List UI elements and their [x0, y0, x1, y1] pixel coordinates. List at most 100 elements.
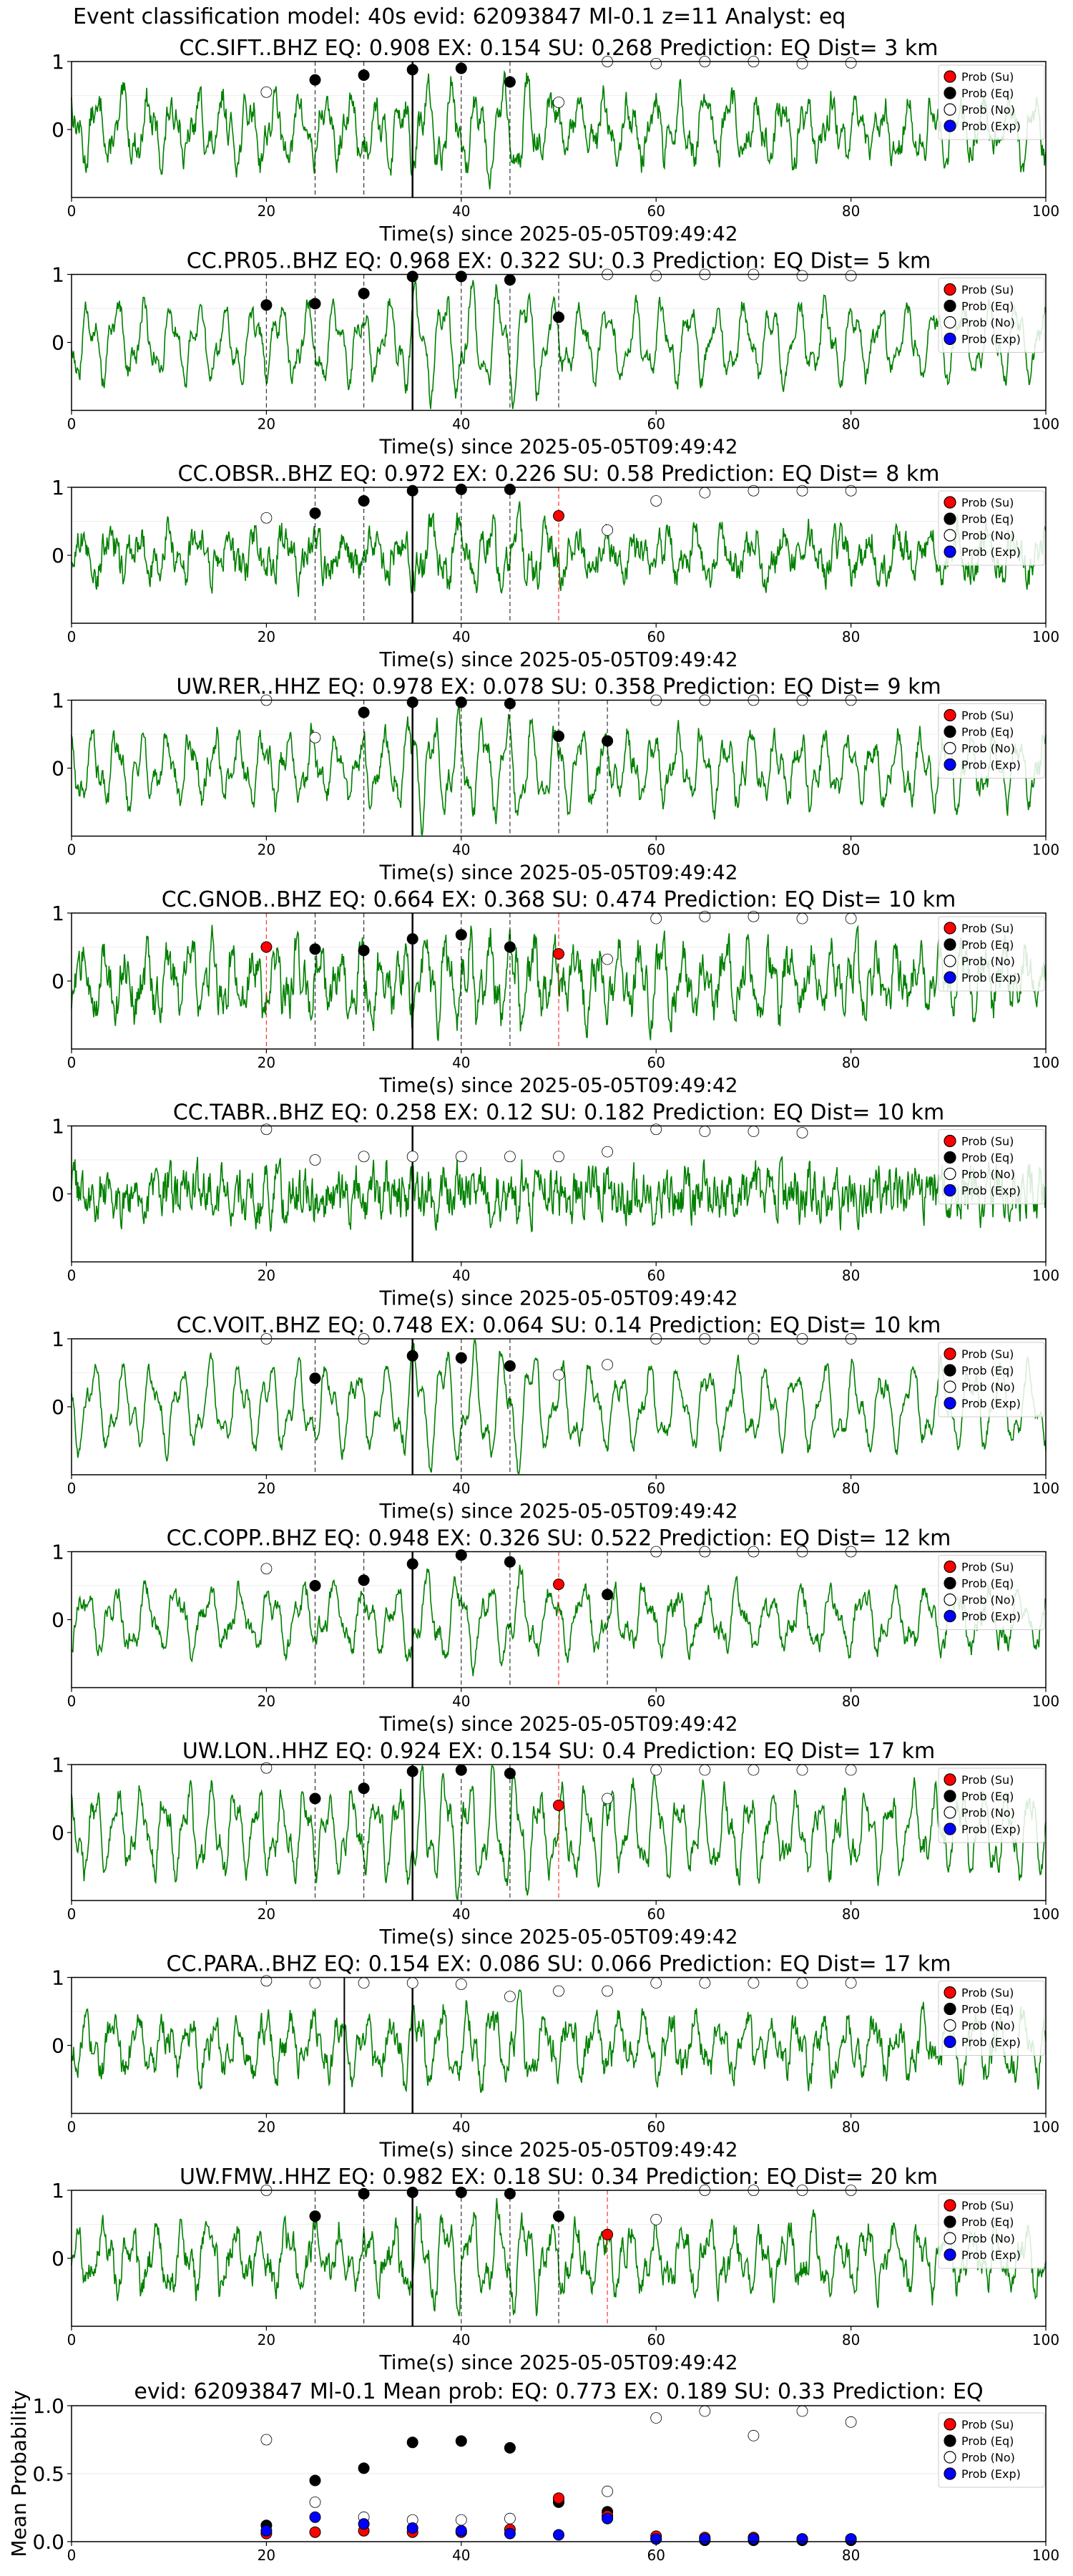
prob-marker-no: [699, 910, 711, 922]
x-tick-label: 60: [647, 1693, 665, 1710]
legend-label: Prob (Eq): [961, 1577, 1014, 1591]
legend-label: Prob (Exp): [961, 545, 1021, 559]
subplot-title: UW.FMW..HHZ EQ: 0.982 EX: 0.18 SU: 0.34 …: [180, 2165, 938, 2190]
legend-marker-no: [944, 316, 956, 329]
y-tick-label: 0.0: [32, 2530, 64, 2554]
y-tick-label: 1: [52, 689, 64, 713]
prob-marker-eq: [553, 2210, 564, 2223]
prob-marker-eq: [504, 698, 516, 710]
prob-marker-no: [406, 1151, 418, 1163]
prob-marker-no: [650, 57, 662, 69]
legend-marker-no: [944, 2232, 956, 2245]
waveform-trace: [71, 280, 1047, 409]
prob-marker-no: [650, 2213, 662, 2225]
subplot-title: UW.LON..HHZ EQ: 0.924 EX: 0.154 SU: 0.4 …: [182, 1739, 935, 1764]
prob-marker-eq: [309, 1372, 321, 1385]
legend-label: Prob (Exp): [961, 119, 1021, 133]
subplot-title: CC.SIFT..BHZ EQ: 0.908 EX: 0.154 SU: 0.2…: [180, 36, 939, 61]
x-axis-label: Time(s) since 2025-05-05T09:49:42: [378, 435, 738, 459]
axes-frame: [71, 1338, 1047, 1475]
mean-prob-point-exp: [358, 2518, 370, 2530]
prob-marker-eq: [358, 288, 370, 300]
legend-frame: [938, 916, 1045, 992]
y-tick-label: 1: [52, 50, 64, 74]
legend-marker-eq: [944, 2215, 956, 2228]
x-tick-label: 80: [842, 628, 860, 645]
prob-marker-eq: [455, 2186, 467, 2198]
x-tick-label: 20: [258, 1693, 275, 1710]
y-axis-label: Mean Probability: [7, 2390, 31, 2557]
legend-label: Prob (Su): [961, 2199, 1014, 2212]
x-tick-label: 0: [67, 203, 77, 220]
waveform-trace: [71, 1764, 1047, 1900]
legend-marker-exp: [944, 1397, 956, 1410]
prob-marker-no: [650, 1764, 662, 1776]
y-tick-label: 0.5: [32, 2462, 64, 2486]
x-tick-label: 20: [258, 203, 275, 220]
x-tick-label: 100: [1032, 2119, 1059, 2136]
legend-marker-su: [944, 283, 956, 296]
x-tick-label: 40: [452, 841, 470, 859]
prob-marker-eq: [406, 1350, 418, 1362]
legend-marker-exp: [944, 971, 956, 984]
y-tick-label: 1: [52, 1115, 64, 1138]
x-tick-label: 40: [452, 2119, 470, 2136]
prob-marker-no: [748, 1764, 760, 1776]
legend-label: Prob (Su): [961, 1773, 1014, 1787]
legend-marker-exp: [944, 119, 956, 132]
legend-frame: [938, 64, 1045, 140]
x-tick-label: 40: [452, 1054, 470, 1071]
mean-prob-point-exp: [455, 2524, 467, 2537]
x-axis-label: Time(s) since 2025-05-05T09:49:42: [378, 2138, 738, 2162]
mean-prob-point-no: [455, 2514, 467, 2526]
legend-label: Prob (Su): [961, 1135, 1014, 1148]
prob-marker-eq: [406, 933, 418, 945]
prob-marker-eq: [358, 495, 370, 507]
prob-marker-su: [553, 948, 564, 960]
legend-marker-su: [944, 496, 956, 509]
prob-marker-no: [796, 484, 808, 497]
legend-marker-su: [944, 1773, 956, 1786]
prob-marker-no: [455, 1151, 467, 1163]
subplot-title: CC.PR05..BHZ EQ: 0.968 EX: 0.322 SU: 0.3…: [187, 249, 931, 274]
prob-marker-no: [358, 1151, 370, 1163]
legend-marker-eq: [944, 512, 956, 525]
x-tick-label: 20: [258, 1906, 275, 1923]
prob-marker-eq: [455, 483, 467, 495]
prob-marker-no: [602, 1146, 613, 1158]
prob-marker-su: [553, 1579, 564, 1591]
prob-marker-eq: [455, 270, 467, 283]
x-axis-label: Time(s) since 2025-05-05T09:49:42: [378, 648, 738, 671]
x-tick-label: 40: [452, 2331, 470, 2348]
x-axis-label: Time(s) since 2025-05-05T09:49:42: [378, 1499, 738, 1523]
mean-prob-point-no: [748, 2429, 760, 2441]
y-tick-label: 0: [52, 1821, 64, 1845]
mean-prob-point-eq: [406, 2436, 418, 2449]
subplot-9: UW.LON..HHZ EQ: 0.924 EX: 0.154 SU: 0.4 …: [52, 1739, 1059, 1948]
prob-marker-eq: [358, 69, 370, 81]
legend-label: Prob (Exp): [961, 758, 1021, 772]
legend-marker-exp: [944, 2248, 956, 2261]
waveform-trace: [71, 1989, 1047, 2094]
subplot-5: CC.GNOB..BHZ EQ: 0.664 EX: 0.368 SU: 0.4…: [52, 887, 1059, 1097]
legend-marker-no: [944, 1167, 956, 1181]
y-tick-label: 1: [52, 1753, 64, 1777]
mean-prob-point-no: [260, 2434, 273, 2446]
x-tick-label: 40: [452, 203, 470, 220]
prob-marker-eq: [358, 1574, 370, 1586]
prob-marker-no: [553, 97, 564, 108]
legend-label: Prob (Eq): [961, 87, 1014, 100]
legend-label: Prob (Su): [961, 1986, 1014, 2000]
y-tick-label: 1: [52, 263, 64, 287]
x-tick-label: 60: [647, 628, 665, 645]
legend-marker-su: [944, 1560, 956, 1574]
legend-label: Prob (Eq): [961, 938, 1014, 952]
legend-label: Prob (Exp): [961, 2248, 1021, 2262]
legend-label: Prob (Eq): [961, 1151, 1014, 1165]
prob-marker-eq: [455, 1764, 467, 1776]
legend-label: Prob (No): [961, 316, 1015, 330]
prob-marker-no: [260, 1975, 273, 1987]
prob-marker-no: [309, 1977, 321, 1989]
x-tick-label: 80: [842, 1054, 860, 1071]
prob-marker-eq: [358, 2187, 370, 2200]
